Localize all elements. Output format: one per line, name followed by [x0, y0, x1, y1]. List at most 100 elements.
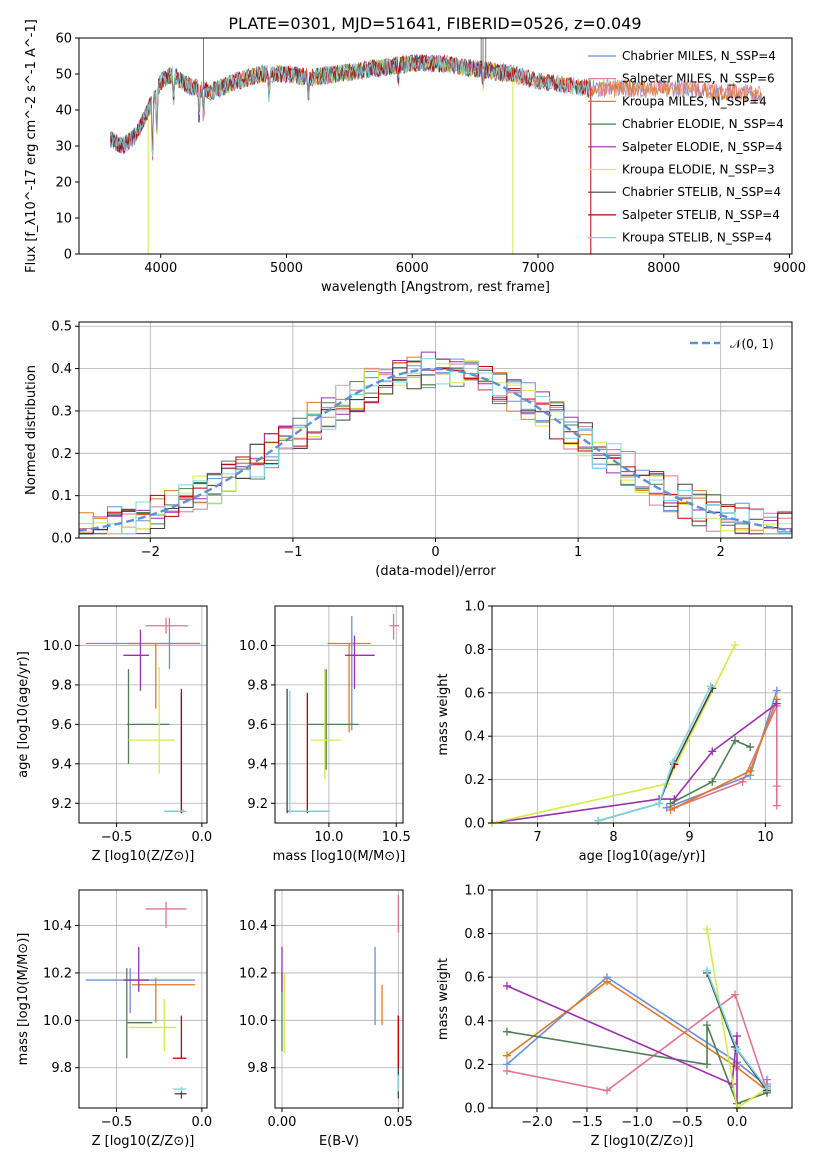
legend-label: Kroupa ELODIE, N_SSP=3	[622, 163, 775, 177]
legend-label: Salpeter STELIB, N_SSP=4	[622, 208, 780, 222]
y-tick-label: 9.2	[247, 797, 268, 812]
x-tick-label: 0.05	[384, 1115, 413, 1130]
mass-weight-marker	[733, 1032, 741, 1041]
y-tick-label: 9.4	[51, 757, 72, 772]
mass-weight-marker	[708, 747, 717, 756]
mass-weight-marker	[733, 1045, 741, 1054]
mass-weight-marker	[603, 1086, 611, 1095]
residual-histogram-panel: −2 −1 0 1 2 0.0 0.1 0.2 0.3 0.4 0.5 (data-model)/er…	[24, 320, 793, 579]
y-axis-label: age [log10(age/yr)]	[16, 651, 31, 778]
x-tick-label: −0.5	[101, 830, 133, 845]
y-tick-label: 9.8	[51, 678, 72, 693]
x-axis-label: (data-model)/error	[375, 564, 496, 579]
y-tick-label: 10.4	[239, 919, 268, 934]
x-tick-label: −1.5	[571, 1115, 603, 1130]
x-tick-label: 10	[757, 830, 774, 845]
spectrum-line	[110, 54, 591, 157]
x-tick-label: 0.0	[192, 1115, 213, 1130]
x-tick-label: 0.0	[192, 830, 213, 845]
mass-weight-marker	[594, 816, 603, 825]
mass-weight-marker	[655, 799, 664, 808]
mass-vs-metallicity-panel: −0.5 0.0 9.8 10.0 10.2 10.4 Z [log10(Z/Z⊙)] mas…	[16, 889, 213, 1149]
x-tick-label: 0	[431, 545, 439, 560]
axes-frame	[274, 605, 404, 824]
mass-weight-marker	[503, 981, 511, 990]
x-tick-label: −1	[283, 545, 302, 560]
x-axis-label: wavelength [Angstrom, rest frame]	[321, 280, 550, 295]
y-tick-label: 60	[55, 32, 72, 47]
mass-weight-marker	[763, 1084, 771, 1093]
mass-vs-ebv-panel: 0.00 0.05 9.8 10.0 10.2 10.4 E(B-V)	[239, 889, 413, 1149]
x-tick-label: 0.0	[727, 1115, 748, 1130]
y-tick-label: 10	[55, 212, 72, 227]
mass-weight-marker	[708, 777, 717, 786]
legend-label: Salpeter ELODIE, N_SSP=4	[622, 140, 783, 154]
legend-label: Kroupa STELIB, N_SSP=4	[622, 231, 772, 245]
x-tick-label: 0.00	[268, 1115, 297, 1130]
histogram-series	[79, 358, 792, 535]
x-axis-label: Z [log10(Z/Z⊙)]	[591, 1134, 694, 1149]
x-tick-label: −2	[141, 545, 160, 560]
axes-frame	[274, 889, 404, 1109]
mass-weight-marker	[703, 1060, 711, 1069]
spectrum-title: PLATE=0301, MJD=51641, FIBERID=0526, z=0…	[228, 14, 641, 33]
y-tick-label: 9.6	[247, 718, 268, 733]
x-axis-label: mass [log10(M/M⊙)]	[273, 849, 406, 864]
x-tick-label: 9000	[773, 261, 806, 276]
mass-weight-line	[506, 985, 738, 1108]
legend-label: 𝒩(0, 1)	[730, 337, 774, 351]
x-tick-label: 5000	[270, 261, 303, 276]
x-tick-label: −1.0	[621, 1115, 653, 1130]
y-tick-label: 0.4	[51, 362, 72, 377]
mass-weight-marker	[706, 682, 715, 691]
y-tick-label: 10.4	[43, 919, 72, 934]
histogram-series	[79, 358, 792, 535]
mass-weight-vs-age-panel: 7 8 9 10 0.0 0.2 0.4 0.6 0.8 1.0 age [log10(age/yr…	[436, 600, 793, 864]
x-tick-label: 2	[717, 545, 725, 560]
y-tick-label: 10.0	[239, 639, 268, 654]
mass-weight-marker	[731, 641, 740, 650]
y-axis-label: mass [log10(M/M⊙)]	[16, 933, 31, 1066]
axes-frame	[491, 889, 793, 1109]
mass-weight-marker	[746, 743, 755, 752]
y-tick-label: 9.8	[247, 1061, 268, 1076]
axes-frame	[491, 605, 793, 824]
mass-weight-line	[491, 702, 778, 824]
legend-label: Kroupa MILES, N_SSP=4	[622, 94, 767, 108]
mass-weight-marker	[772, 686, 781, 695]
x-axis-label: E(B-V)	[319, 1134, 359, 1149]
x-axis-label: Z [log10(Z/Z⊙)]	[92, 1134, 195, 1149]
y-tick-label: 1.0	[464, 600, 485, 615]
mass-weight-marker	[503, 1066, 511, 1075]
y-tick-label: 50	[55, 68, 72, 83]
mass-weight-marker	[670, 795, 679, 804]
mass-weight-marker	[666, 799, 675, 808]
y-tick-label: 0.8	[464, 927, 485, 942]
mass-weight-marker	[668, 758, 677, 767]
y-tick-label: 0.1	[51, 489, 72, 504]
mass-weight-vs-metallicity-panel: −2.0 −1.5 −1.0 −0.5 0.0 0.0 0.2 0.4 0.6 0.8 1.0 Z […	[436, 884, 793, 1149]
y-tick-label: 0.2	[51, 447, 72, 462]
x-tick-label: 8000	[647, 261, 680, 276]
gaussian-curve	[78, 367, 793, 532]
y-tick-label: 9.2	[51, 797, 72, 812]
x-tick-label: 1	[574, 545, 582, 560]
legend-label: Salpeter MILES, N_SSP=6	[622, 72, 775, 86]
y-tick-label: 0.0	[464, 817, 485, 832]
age-vs-metallicity-panel: −0.5 0.0 9.2 9.4 9.6 9.8 10.0 Z [log10(Z/Z⊙)] ag…	[16, 605, 213, 864]
age-vs-mass-panel: 10.0 10.5 9.2 9.4 9.6 9.8 10.0 mass [log10(M/M⊙…	[239, 605, 411, 864]
x-tick-label: −2.0	[521, 1115, 553, 1130]
mass-weight-marker	[703, 1021, 711, 1030]
y-axis-label: Flux [f_λ10^-17 erg cm^-2 s^-1 A^-1]	[24, 19, 39, 273]
y-tick-label: 40	[55, 104, 72, 119]
y-tick-label: 10.0	[239, 1014, 268, 1029]
x-tick-label: 6000	[396, 261, 429, 276]
y-tick-label: 9.8	[51, 1061, 72, 1076]
y-tick-label: 10.2	[43, 966, 72, 981]
mass-weight-line	[598, 685, 712, 822]
mass-weight-marker	[503, 1051, 511, 1060]
legend-label: Chabrier MILES, N_SSP=4	[622, 49, 776, 63]
y-tick-label: 10.2	[239, 966, 268, 981]
y-tick-label: 0.8	[464, 643, 485, 658]
